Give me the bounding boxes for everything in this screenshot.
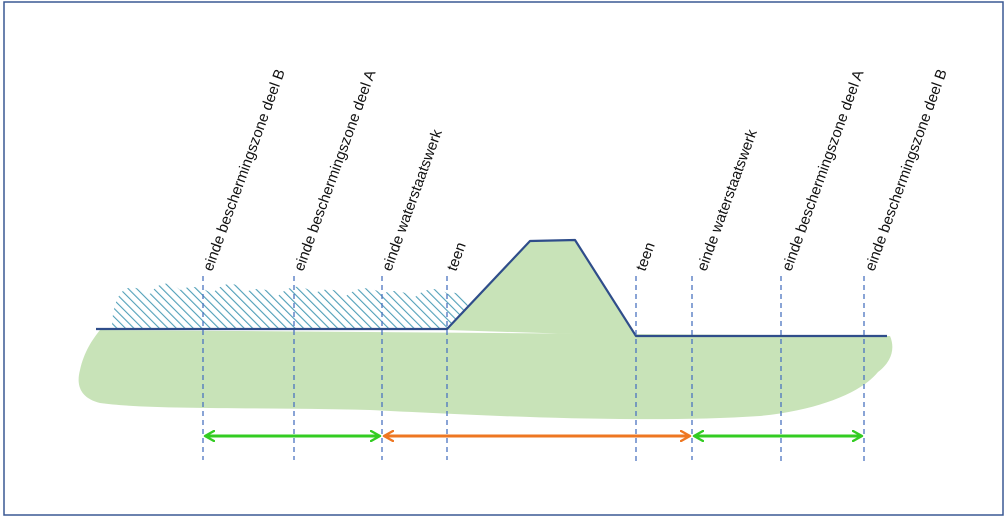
water-hatch-icon [112,283,468,328]
dike-body [447,240,636,336]
ground-body [78,330,893,420]
profile-line [96,238,887,338]
diagram-border [3,1,1004,516]
